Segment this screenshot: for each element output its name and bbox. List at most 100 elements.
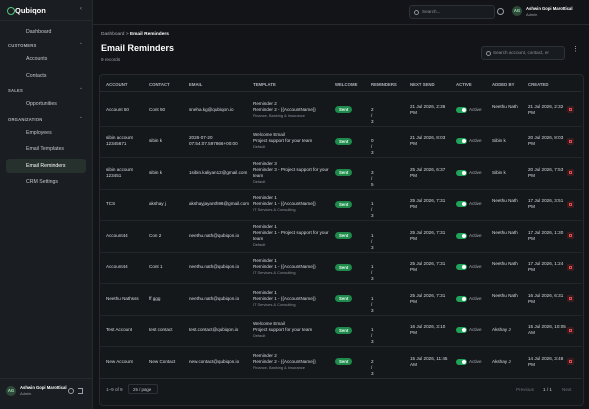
next-send-cell: 25 Jul 2026, 7:31 PM xyxy=(410,261,446,273)
row-divider xyxy=(100,283,582,284)
active-toggle[interactable] xyxy=(456,327,467,334)
created-cell: 17 Jul 2026, 1:30 PM xyxy=(528,229,564,241)
next-button[interactable]: Next xyxy=(562,387,572,392)
added-by-cell: Sibin k xyxy=(492,138,506,144)
column-header: ACTIVE xyxy=(456,82,472,87)
delete-button[interactable] xyxy=(567,232,574,240)
welcome-badge: Sent xyxy=(335,200,353,208)
delete-button[interactable] xyxy=(567,263,574,271)
breadcrumb: Dashboard > Email Reminders xyxy=(101,32,169,37)
created-cell: 20 Jul 2026, 8:03 PM xyxy=(528,135,564,147)
email-cell: neethu.nath@qubiqon.io xyxy=(189,264,240,270)
welcome-badge: Sent xyxy=(335,263,353,271)
active-toggle[interactable] xyxy=(456,358,467,365)
email-cell: sneha.kg@qubiqon.io xyxy=(189,106,234,112)
delete-button[interactable] xyxy=(567,169,574,177)
active-label: Active xyxy=(469,264,482,270)
template-name: Welcome Email xyxy=(253,132,285,138)
template-subject: Reminder 1 - {{AccountName}} xyxy=(253,295,316,301)
nav-item[interactable]: Email Reminders xyxy=(6,158,86,173)
previous-button[interactable]: Previous xyxy=(516,387,534,392)
template-category: Finance, Banking & Insurance xyxy=(253,112,305,118)
active-toggle[interactable] xyxy=(456,138,467,145)
active-toggle[interactable] xyxy=(456,295,467,302)
nav-item[interactable]: Opportunities xyxy=(26,101,57,107)
logout-icon[interactable] xyxy=(78,388,83,394)
page-size-select[interactable]: 25 / page xyxy=(128,384,158,394)
added-by-cell: Akshay J xyxy=(492,327,511,333)
more-menu[interactable]: ⋮ xyxy=(572,46,579,53)
template-name: Welcome Email xyxy=(253,321,285,327)
settings-icon[interactable] xyxy=(68,388,74,394)
template-name: Reminder 2 xyxy=(253,352,277,358)
active-toggle[interactable] xyxy=(456,169,467,176)
next-send-cell: 25 Jul 2026, 7:31 PM xyxy=(410,198,446,210)
next-send-cell: 15 Jul 2026, 11:45 AM xyxy=(410,355,448,367)
delete-button[interactable] xyxy=(567,358,574,366)
email-cell: new.contact@qubiqon.io xyxy=(189,358,240,364)
breadcrumb-link[interactable]: Dashboard xyxy=(101,32,125,37)
row-divider xyxy=(100,220,582,221)
active-toggle[interactable] xyxy=(456,106,467,113)
header-divider xyxy=(100,91,582,92)
logo: Qubiqon xyxy=(15,6,46,15)
nav-item[interactable]: Accounts xyxy=(26,56,48,62)
template-cell: Reminder 1 Reminder 1 - {{AccountName}} IT… xyxy=(253,258,331,276)
avatar[interactable]: AG xyxy=(6,386,16,396)
active-toggle[interactable] xyxy=(456,201,467,208)
template-subject: Reminder 3 - Project support for your te… xyxy=(253,166,329,178)
active-label: Active xyxy=(469,201,482,207)
active-label: Active xyxy=(469,169,482,175)
table-panel xyxy=(99,74,584,406)
active-toggle[interactable] xyxy=(456,232,467,239)
delete-button[interactable] xyxy=(567,295,574,303)
active-toggle[interactable] xyxy=(456,264,467,271)
welcome-badge: Sent xyxy=(335,137,353,145)
row-divider xyxy=(100,125,582,127)
template-subject: Project support for your team xyxy=(253,327,313,333)
range-label: 1–9 of 9 xyxy=(106,387,123,392)
table-search[interactable]: Search account, contact, er xyxy=(481,46,565,60)
nav-item[interactable]: Dashboard xyxy=(26,29,52,35)
breadcrumb-current: Email Reminders xyxy=(129,32,169,37)
column-header: EMAIL xyxy=(189,82,203,87)
section-title: CUSTOMERS xyxy=(8,43,37,48)
column-header: WELCOME xyxy=(335,82,358,87)
email-cell: test.contact@qubiqon.io xyxy=(189,327,239,333)
search-box[interactable]: Search... xyxy=(409,5,495,19)
delete-button[interactable] xyxy=(567,106,574,114)
column-header: CONTACT xyxy=(149,82,170,87)
logo-icon xyxy=(7,7,15,15)
avatar[interactable]: AG xyxy=(512,6,522,16)
next-send-cell: 25 Jul 2026, 7:31 PM xyxy=(410,229,446,241)
active-label: Active xyxy=(469,295,482,301)
welcome-badge: Sent xyxy=(335,106,353,114)
welcome-badge: Sent xyxy=(335,169,353,177)
contact-cell: sibin k xyxy=(149,169,163,175)
welcome-badge: Sent xyxy=(335,295,353,303)
template-subject: Reminder 1 - {{AccountName}} xyxy=(253,201,316,207)
added-by-cell: Neethu Nath xyxy=(492,103,518,109)
template-category: IT Services & Consulting xyxy=(253,301,296,307)
column-header: CREATED xyxy=(528,82,549,87)
added-by-cell: Neethu Nath xyxy=(492,198,518,204)
active-label: Active xyxy=(469,327,482,333)
delete-button[interactable] xyxy=(567,200,574,208)
collapse-button[interactable]: ‹ xyxy=(80,6,82,12)
nav-item[interactable]: Employees xyxy=(26,129,52,136)
delete-button[interactable] xyxy=(567,326,574,334)
next-send-cell: 25 Jul 2026, 6:37 PM xyxy=(410,166,446,178)
breadcrumb-separator: > xyxy=(125,32,129,37)
welcome-badge: Sent xyxy=(335,358,353,366)
section-title: ORGANIZATION xyxy=(8,116,43,122)
section-title: SALES xyxy=(8,88,23,93)
theme-toggle[interactable] xyxy=(497,8,504,15)
active-label: Active xyxy=(469,358,482,364)
nav-item[interactable]: Email Templates xyxy=(26,146,64,152)
email-cell: neethu.nath@qubiqon.io xyxy=(189,232,240,238)
user-name: Ashwin Gopi Marottical xyxy=(526,6,573,11)
delete-button[interactable] xyxy=(567,137,574,145)
nav-item[interactable]: Contacts xyxy=(26,72,47,79)
divider xyxy=(0,378,92,379)
nav-item[interactable]: CRM Settings xyxy=(26,179,58,185)
